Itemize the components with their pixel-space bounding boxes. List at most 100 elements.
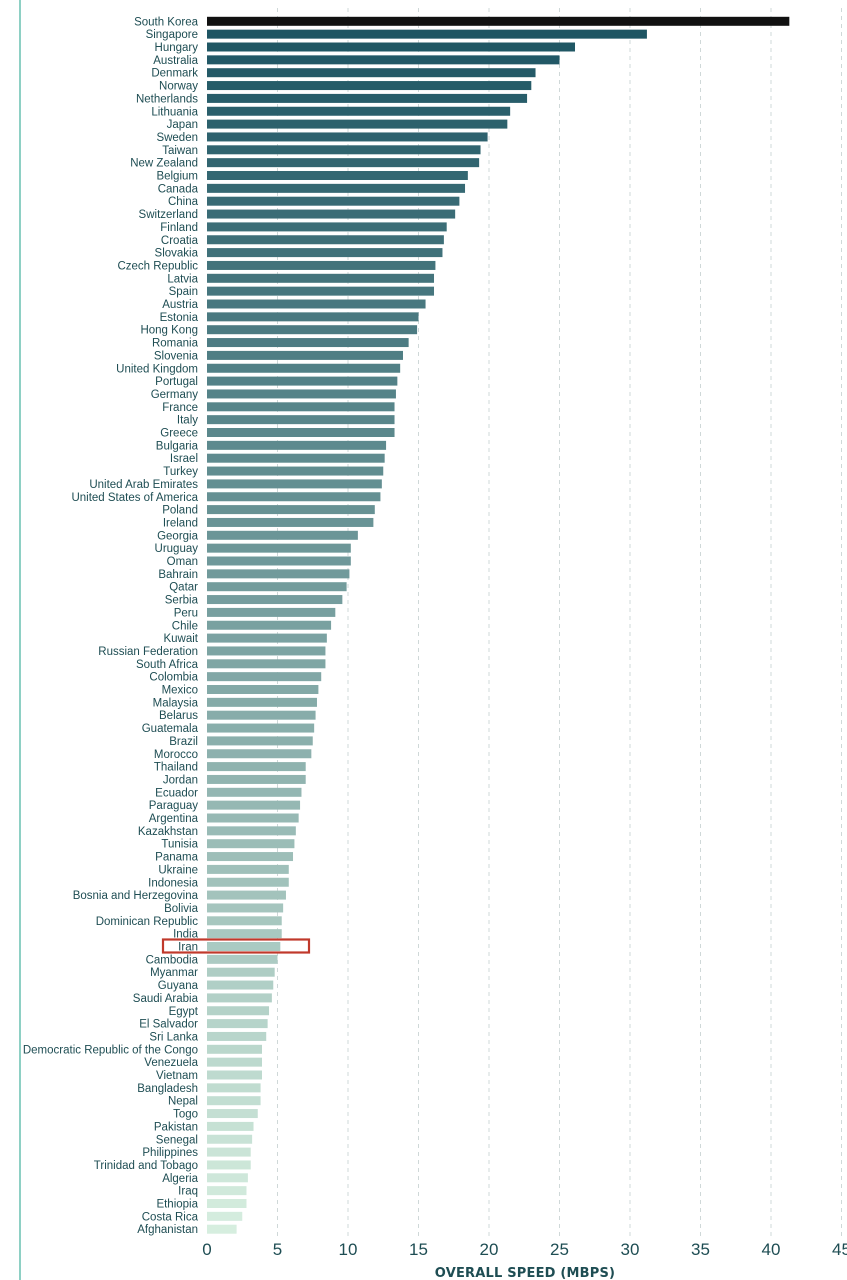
country-label: Vietnam xyxy=(156,1070,198,1082)
bar xyxy=(207,582,347,592)
bar xyxy=(207,774,306,784)
bar xyxy=(207,299,426,309)
country-label: New Zealand xyxy=(130,158,198,170)
bar xyxy=(207,183,466,193)
bar xyxy=(207,967,275,977)
country-labels: South KoreaSingaporeHungaryAustraliaDenm… xyxy=(23,16,199,1236)
country-label: Spain xyxy=(169,286,198,298)
country-label: Slovenia xyxy=(154,350,199,362)
country-label: Saudi Arabia xyxy=(133,993,199,1005)
bar xyxy=(207,453,385,463)
bar xyxy=(207,1044,262,1054)
country-label: Argentina xyxy=(149,813,199,825)
bar xyxy=(207,1134,253,1144)
bar xyxy=(207,158,480,168)
country-label: Kazakhstan xyxy=(138,826,198,838)
country-label: Austria xyxy=(162,299,198,311)
country-label: Nepal xyxy=(168,1096,198,1108)
country-label: Turkey xyxy=(163,466,198,478)
country-label: Italy xyxy=(177,415,198,427)
country-label: China xyxy=(168,196,199,208)
bar xyxy=(207,672,322,682)
x-tick-label: 15 xyxy=(409,1240,428,1259)
x-tick-label: 5 xyxy=(273,1240,282,1259)
country-label: Estonia xyxy=(160,312,199,324)
bar xyxy=(207,659,326,669)
country-label: Russian Federation xyxy=(98,646,198,658)
country-label: Bangladesh xyxy=(137,1083,198,1095)
bar xyxy=(207,1211,243,1221)
country-label: Australia xyxy=(153,55,198,67)
country-label: Taiwan xyxy=(162,145,198,157)
bar xyxy=(207,505,375,515)
country-label: Algeria xyxy=(162,1173,198,1185)
bar xyxy=(207,1147,251,1157)
country-label: Oman xyxy=(167,556,198,568)
bar xyxy=(207,595,343,605)
country-label: Afghanistan xyxy=(137,1224,198,1236)
country-label: Georgia xyxy=(157,530,199,542)
country-label: Malaysia xyxy=(153,697,199,709)
country-label: Belarus xyxy=(159,710,198,722)
bar xyxy=(207,530,358,540)
bar xyxy=(207,697,317,707)
bar xyxy=(207,620,332,630)
bar xyxy=(207,42,576,52)
bar xyxy=(207,119,508,129)
country-label: Democratic Republic of the Congo xyxy=(23,1044,198,1056)
bar xyxy=(207,1096,261,1106)
bar xyxy=(207,1186,247,1196)
bar xyxy=(207,1019,268,1029)
country-label: Guyana xyxy=(158,980,199,992)
country-label: Bolivia xyxy=(164,903,198,915)
country-label: Dominican Republic xyxy=(96,916,199,928)
bar xyxy=(207,171,468,180)
country-label: Belgium xyxy=(156,171,198,183)
bar xyxy=(207,1083,261,1093)
bar xyxy=(207,440,387,450)
x-tick-label: 35 xyxy=(691,1240,710,1259)
bar xyxy=(207,363,401,373)
country-label: Romania xyxy=(152,338,199,350)
bar xyxy=(207,916,282,926)
x-tick-label: 40 xyxy=(762,1240,781,1259)
country-label: Myanmar xyxy=(150,967,198,979)
bar xyxy=(207,132,488,142)
country-label: Bosnia and Herzegovina xyxy=(73,890,199,902)
country-label: Togo xyxy=(173,1109,198,1121)
bar xyxy=(207,646,326,656)
country-label: Thailand xyxy=(154,762,198,774)
country-label: Senegal xyxy=(156,1134,198,1146)
highlight-layer xyxy=(161,938,311,954)
bar xyxy=(207,1199,247,1208)
bar xyxy=(207,466,384,476)
country-label: Israel xyxy=(170,453,198,465)
country-label: Egypt xyxy=(169,1006,199,1018)
bar xyxy=(207,286,435,296)
bar xyxy=(207,325,418,335)
bar xyxy=(207,1006,270,1016)
bar xyxy=(207,260,436,270)
country-label: Sri Lanka xyxy=(149,1031,198,1043)
bar xyxy=(207,723,315,733)
bar xyxy=(207,800,301,810)
bar xyxy=(207,93,528,103)
bar xyxy=(207,222,447,232)
country-label: Cambodia xyxy=(146,954,199,966)
x-tick-label: 30 xyxy=(621,1240,640,1259)
bar xyxy=(207,556,351,566)
bar xyxy=(207,492,381,502)
country-label: Canada xyxy=(158,183,199,195)
bar xyxy=(207,864,289,874)
bar xyxy=(207,877,289,887)
bar xyxy=(207,543,351,553)
bar xyxy=(207,710,316,720)
bar xyxy=(207,196,460,206)
country-label: Indonesia xyxy=(148,877,198,889)
country-label: Netherlands xyxy=(136,93,198,105)
country-label: Latvia xyxy=(167,273,198,285)
bar xyxy=(207,736,313,746)
bar xyxy=(207,929,282,939)
country-label: Colombia xyxy=(149,672,198,684)
